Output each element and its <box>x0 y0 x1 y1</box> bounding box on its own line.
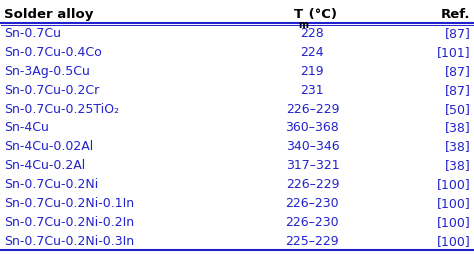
Text: Sn-4Cu-0.02Al: Sn-4Cu-0.02Al <box>4 140 93 153</box>
Text: Sn-0.7Cu-0.4Co: Sn-0.7Cu-0.4Co <box>4 46 101 59</box>
Text: m: m <box>298 20 308 30</box>
Text: 226–230: 226–230 <box>285 216 339 229</box>
Text: [100]: [100] <box>437 178 470 191</box>
Text: [100]: [100] <box>437 197 470 210</box>
Text: (°C): (°C) <box>304 8 337 21</box>
Text: 225–229: 225–229 <box>285 235 339 248</box>
Text: 340–346: 340–346 <box>285 140 339 153</box>
Text: Sn-0.7Cu-0.2Cr: Sn-0.7Cu-0.2Cr <box>4 84 99 97</box>
Text: 226–230: 226–230 <box>285 197 339 210</box>
Text: T: T <box>293 8 303 21</box>
Text: Solder alloy: Solder alloy <box>4 8 93 21</box>
Text: [87]: [87] <box>445 65 470 78</box>
Text: Sn-4Cu-0.2Al: Sn-4Cu-0.2Al <box>4 159 85 172</box>
Text: [50]: [50] <box>445 103 470 116</box>
Text: 226–229: 226–229 <box>286 178 339 191</box>
Text: Ref.: Ref. <box>441 8 470 21</box>
Text: Sn-0.7Cu-0.2Ni-0.3In: Sn-0.7Cu-0.2Ni-0.3In <box>4 235 134 248</box>
Text: 219: 219 <box>301 65 324 78</box>
Text: [100]: [100] <box>437 235 470 248</box>
Text: [87]: [87] <box>445 84 470 97</box>
Text: 226–229: 226–229 <box>286 103 339 116</box>
Text: Sn-0.7Cu-0.2Ni: Sn-0.7Cu-0.2Ni <box>4 178 98 191</box>
Text: [100]: [100] <box>437 216 470 229</box>
Text: [38]: [38] <box>445 159 470 172</box>
Text: Sn-0.7Cu: Sn-0.7Cu <box>4 27 61 40</box>
Text: 317–321: 317–321 <box>285 159 339 172</box>
Text: [101]: [101] <box>437 46 470 59</box>
Text: 228: 228 <box>301 27 324 40</box>
Text: 224: 224 <box>301 46 324 59</box>
Text: [87]: [87] <box>445 27 470 40</box>
Text: [38]: [38] <box>445 140 470 153</box>
Text: Sn-0.7Cu-0.25TiO₂: Sn-0.7Cu-0.25TiO₂ <box>4 103 119 116</box>
Text: Sn-0.7Cu-0.2Ni-0.2In: Sn-0.7Cu-0.2Ni-0.2In <box>4 216 134 229</box>
Text: Sn-3Ag-0.5Cu: Sn-3Ag-0.5Cu <box>4 65 90 78</box>
Text: Sn-0.7Cu-0.2Ni-0.1In: Sn-0.7Cu-0.2Ni-0.1In <box>4 197 134 210</box>
Text: 360–368: 360–368 <box>285 121 339 134</box>
Text: Sn-4Cu: Sn-4Cu <box>4 121 49 134</box>
Text: 231: 231 <box>301 84 324 97</box>
Text: [38]: [38] <box>445 121 470 134</box>
